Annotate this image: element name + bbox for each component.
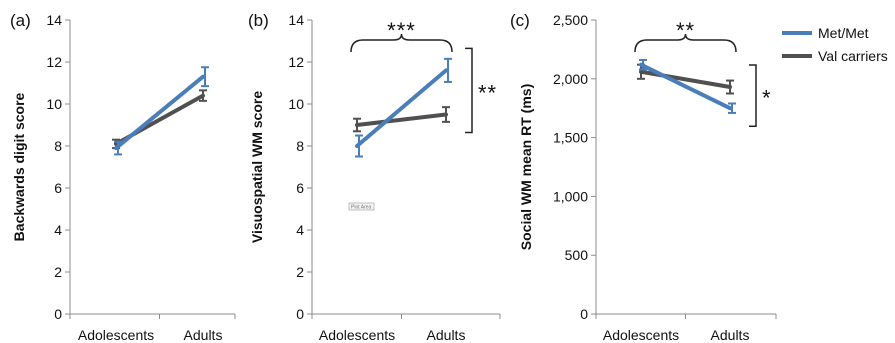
- y-tick-label: 0: [54, 306, 62, 322]
- x-tick-label: Adolescents: [319, 327, 395, 343]
- plot-area-tag-text: Plot Area: [351, 205, 372, 211]
- series-line-val-carriers: [355, 112, 448, 127]
- legend: Met/Met Val carriers: [782, 25, 888, 64]
- x-tick-label: Adults: [427, 327, 466, 343]
- y-tick-label: 0: [296, 306, 304, 322]
- y-tick-label: 6: [54, 180, 62, 196]
- legend-label-met-met: Met/Met: [818, 25, 869, 41]
- series-line-val-carriers: [639, 69, 732, 90]
- y-tick-label: 10: [288, 96, 304, 112]
- chart-panel-1: 0 2 4 6 8 10 12 14 Adolescents Adults (a) Backwards…: [10, 11, 236, 343]
- x-tick-label: Adults: [184, 327, 223, 343]
- y-tick-label: 14: [46, 12, 62, 28]
- plot-area-tag: Plot Area: [348, 202, 375, 211]
- chart-panel-2: 0 2 4 6 8 10 12 14 Adolescents Adults (b) Visuospat…: [248, 11, 501, 343]
- x-tick-label: Adults: [711, 327, 750, 343]
- significance-label: **: [676, 18, 695, 43]
- y-axis-label: Visuospatial WM score: [249, 91, 265, 243]
- significance-brace: [350, 33, 453, 53]
- chart-panel-3: 0 500 1,000 1,500 2,000 2,500 Adolescents Adult…: [510, 11, 777, 343]
- y-tick-label: 500: [565, 247, 589, 263]
- y-tick-label: 6: [296, 180, 304, 196]
- plot-area-tag-box: [348, 202, 375, 211]
- y-tick-label: 2,500: [553, 12, 588, 28]
- panel-label: (c): [510, 11, 530, 30]
- y-tick-label: 4: [54, 222, 62, 238]
- series-line-met-met: [355, 68, 448, 148]
- panel-label: (a): [10, 11, 31, 30]
- significance-label: ***: [387, 18, 416, 43]
- significance-brace: [634, 33, 737, 53]
- y-tick-label: 14: [288, 12, 304, 28]
- y-tick-label: 4: [296, 222, 304, 238]
- y-tick-label: 2,000: [553, 71, 588, 87]
- y-tick-label: 0: [580, 306, 588, 322]
- x-tick-label: Adolescents: [603, 327, 679, 343]
- y-axis-label: Social WM mean RT (ms): [518, 84, 534, 250]
- panel-label: (b): [248, 11, 269, 30]
- y-tick-label: 10: [46, 96, 62, 112]
- series-line-met-met: [114, 74, 205, 151]
- series-line-met-met: [639, 62, 732, 111]
- y-tick-label: 1,000: [553, 188, 588, 204]
- y-tick-label: 2: [296, 264, 304, 280]
- y-tick-label: 12: [46, 54, 62, 70]
- significance-label: *: [762, 86, 772, 111]
- significance-bracket: [749, 64, 757, 127]
- legend-label-val-carriers: Val carriers: [818, 48, 888, 64]
- x-tick-label: Adolescents: [78, 327, 154, 343]
- significance-label: **: [478, 80, 497, 105]
- y-tick-label: 1,500: [553, 130, 588, 146]
- significance-bracket: [465, 47, 473, 134]
- y-axis-label: Backwards digit score: [11, 92, 27, 241]
- y-tick-label: 12: [288, 54, 304, 70]
- y-tick-label: 8: [296, 138, 304, 154]
- y-tick-label: 2: [54, 264, 62, 280]
- y-tick-label: 8: [54, 138, 62, 154]
